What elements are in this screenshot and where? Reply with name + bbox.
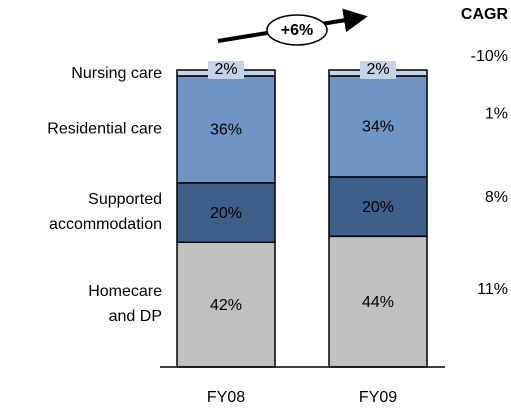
bar-segment <box>176 241 276 368</box>
series-label: Supported accommodation <box>49 191 162 233</box>
data-label: 42% <box>210 297 242 314</box>
label-box <box>208 61 244 79</box>
bar-segment <box>328 176 428 238</box>
x-tick-label: FY08 <box>207 389 245 406</box>
cagr-label: 11% <box>477 281 508 298</box>
cagr-title: CAGR <box>461 6 509 23</box>
data-label: 2% <box>214 61 237 78</box>
growth-label: +6% <box>281 22 313 39</box>
growth-badge <box>266 14 328 46</box>
cagr-label: -10% <box>471 48 508 65</box>
data-label: 20% <box>210 205 242 222</box>
bar-segment <box>176 182 276 244</box>
bar-segment <box>328 75 428 178</box>
data-label: 2% <box>366 61 389 78</box>
x-tick-label: FY09 <box>359 389 397 406</box>
cagr-label: 1% <box>485 106 508 123</box>
cagr-label: 8% <box>485 189 508 206</box>
series-label: Residential care <box>47 121 162 138</box>
series-label: Homecare and DP <box>88 283 162 325</box>
label-box <box>360 61 396 79</box>
data-label: 20% <box>362 199 394 216</box>
series-label: Nursing care <box>71 65 162 82</box>
data-label: 34% <box>362 119 394 136</box>
data-label: 36% <box>210 122 242 139</box>
bar-segment <box>176 75 276 184</box>
data-label: 44% <box>362 294 394 311</box>
